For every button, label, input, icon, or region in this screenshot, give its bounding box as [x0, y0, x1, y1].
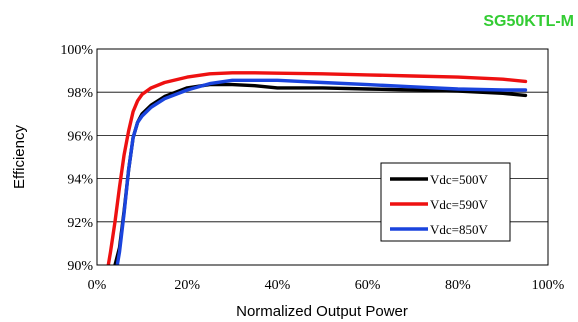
legend-label-1: Vdc=500V	[430, 172, 488, 187]
chart-title: SG50KTL-M	[483, 13, 574, 30]
y-tick-label: 100%	[60, 43, 93, 58]
y-tick-label: 90%	[67, 259, 93, 274]
x-tick-labels: 0% 20% 40% 60% 80% 100%	[88, 278, 565, 293]
y-tick-label: 92%	[67, 216, 93, 231]
legend: Vdc=500V Vdc=590V Vdc=850V	[380, 162, 511, 242]
legend-label-2: Vdc=590V	[430, 197, 488, 212]
x-tick-label: 20%	[174, 278, 200, 293]
plot-frame	[96, 48, 549, 266]
y-tick-label: 94%	[67, 173, 93, 188]
x-tick-label: 80%	[445, 278, 471, 293]
x-tick-label: 40%	[265, 278, 291, 293]
y-axis-label: Efficiency	[11, 125, 28, 189]
legend-label-3: Vdc=850V	[430, 222, 488, 237]
y-tick-labels: 90% 92% 94% 96% 98% 100%	[60, 43, 93, 274]
x-tick-label: 0%	[88, 278, 107, 293]
x-axis-label: Normalized Output Power	[236, 303, 408, 320]
y-tick-label: 98%	[67, 86, 93, 101]
series-lines	[106, 71, 528, 265]
series-line-3	[115, 78, 528, 265]
series-line-2	[106, 71, 528, 265]
y-tick-label: 96%	[67, 129, 93, 144]
x-tick-label: 60%	[355, 278, 381, 293]
x-tick-label: 100%	[532, 278, 565, 293]
